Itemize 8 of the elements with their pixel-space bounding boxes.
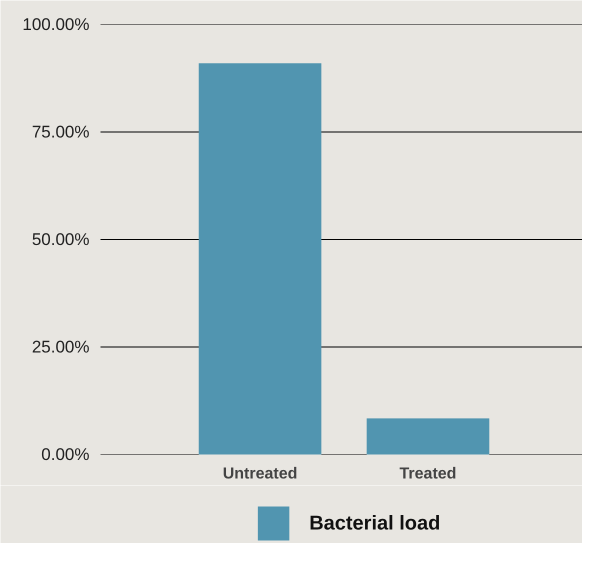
x-tick-label: Untreated: [222, 466, 298, 482]
y-tick-label: 0.00%: [41, 445, 90, 464]
x-tick-label: Treated: [400, 466, 456, 482]
y-tick-label: 50.00%: [32, 230, 90, 249]
legend-label: Bacterial load: [309, 512, 440, 534]
y-tick-label: 100.00%: [22, 15, 90, 34]
y-tick-label: 25.00%: [32, 338, 90, 356]
y-tick-label: 75.00%: [32, 122, 90, 142]
